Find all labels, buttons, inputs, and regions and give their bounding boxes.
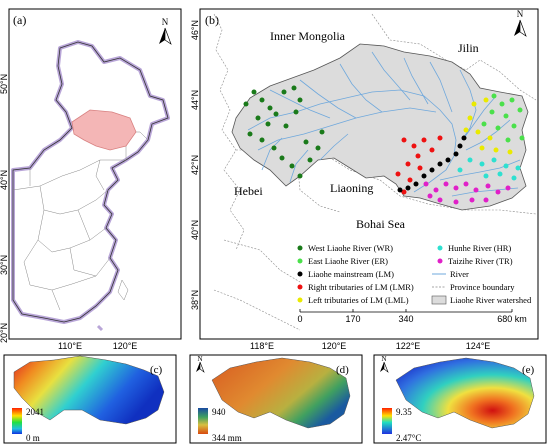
place-inner-mongolia: Inner Mongolia [270, 29, 346, 43]
legend-item: Liaohe mainstream (LM) [297, 269, 394, 279]
panel-a: 50°N 40°N 30°N 20°N 110°E 120°E (a) N [0, 8, 182, 351]
lon-tick: 120°E [322, 341, 347, 351]
legend-label: Hunhe River (HR) [448, 243, 511, 253]
scale-tick: 170 [345, 314, 360, 324]
north-arrow-icon: N [159, 17, 172, 45]
lat-tick: 44°N [190, 90, 200, 110]
lon-tick: 118°E [250, 341, 274, 351]
north-label: N [162, 17, 169, 27]
lat-tick: 40°N [0, 170, 9, 190]
north-arrow-icon: N [196, 355, 205, 373]
stations-tr [423, 181, 511, 205]
taiwan-island [117, 279, 129, 301]
stations [243, 85, 525, 205]
legend-item: Left tributaries of LM (LML) [297, 295, 409, 305]
lat-tick: 42°N [190, 155, 200, 175]
lat-tick: 50°N [0, 74, 9, 94]
colorbar-max: 940 [212, 407, 226, 417]
panel-a-label: (a) [13, 13, 26, 27]
colorbar-max: 9.35 [396, 407, 412, 417]
watershed-highlight [71, 109, 137, 151]
elevation-colorbar [12, 408, 22, 434]
legend-item: Taizihe River (TR) [437, 256, 513, 266]
lat-tick: 40°N [190, 220, 200, 240]
legend-label: Province boundary [450, 282, 515, 292]
scale-bar: 0 170 340 680 km [297, 309, 527, 324]
panel-e: N 9.35 2.47°C (e) [373, 354, 547, 444]
legend-item: Liaohe River watershed [431, 295, 532, 305]
north-arrow-icon: N [514, 9, 527, 37]
stations-lmr [395, 135, 443, 195]
stations-wr [243, 85, 325, 179]
colorbar-min: 0 m [26, 433, 40, 443]
legend-item: East Liaohe River (ER) [297, 256, 388, 266]
hainan-island [96, 324, 104, 332]
north-label: N [197, 355, 202, 363]
legend: West Liaohe River (WR) Hunhe River (HR) … [297, 243, 532, 305]
precipitation-colorbar [198, 408, 208, 434]
north-label: N [381, 355, 386, 363]
lon-tick: 124°E [466, 341, 491, 351]
province-lines [12, 123, 149, 311]
colorbar-min: 2.47°C [396, 433, 421, 443]
legend-label: Liaohe mainstream (LM) [308, 269, 394, 279]
temperature-map [395, 357, 535, 429]
legend-label: Liaohe River watershed [450, 295, 532, 305]
panel-d-label: (d) [336, 364, 349, 376]
lon-tick: 110°E [58, 341, 82, 351]
scale-tick: 340 [398, 314, 413, 324]
panel-c-label: (c) [150, 364, 163, 376]
place-liaoning: Liaoning [330, 181, 373, 195]
stations-hr [457, 157, 521, 181]
lat-tick: 38°N [190, 290, 200, 310]
panel-b: (b) 46°N 44°N 42°N 40°N 38°N 118°E 120°E… [190, 8, 539, 351]
place-jilin: Jilin [458, 41, 479, 55]
north-arrow-icon: N [380, 355, 389, 373]
place-hebei: Hebei [234, 184, 263, 198]
legend-item: West Liaohe River (WR) [297, 243, 393, 253]
panel-a-lon-ticks: 110°E 120°E [58, 341, 137, 351]
precipitation-map [211, 357, 351, 429]
elevation-map [13, 355, 165, 425]
place-bohai-sea: Bohai Sea [356, 217, 406, 231]
legend-label: Taizihe River (TR) [448, 256, 513, 266]
legend-label: River [450, 269, 469, 279]
colorbar-min: 344 mm [212, 433, 242, 443]
legend-item: Hunhe River (HR) [437, 243, 511, 253]
stations-er [481, 93, 525, 143]
scale-tick: 0 [297, 314, 302, 324]
stations-lml [463, 97, 513, 155]
legend-item: River [432, 269, 469, 279]
legend-label: East Liaohe River (ER) [308, 256, 388, 266]
panel-a-frame [8, 8, 182, 340]
lon-tick: 120°E [113, 341, 138, 351]
legend-label: Left tributaries of LM (LML) [308, 295, 409, 305]
north-label: N [517, 9, 524, 19]
panel-b-lon-ticks: 118°E 120°E 122°E 124°E [250, 341, 490, 351]
legend-item: Right tributaries of LM (LMR) [297, 282, 414, 292]
panel-c: 2041 0 m (c) [3, 354, 177, 444]
scale-tick: 680 km [497, 314, 527, 324]
panel-e-label: (e) [522, 364, 535, 376]
legend-label: West Liaohe River (WR) [308, 243, 393, 253]
lon-tick: 122°E [396, 341, 421, 351]
panel-d: N 940 344 mm (d) [189, 354, 363, 444]
lat-tick: 20°N [0, 323, 9, 343]
panel-a-lat-ticks: 50°N 40°N 30°N 20°N [0, 74, 9, 343]
stations-lm [397, 135, 467, 193]
colorbar-max: 2041 [26, 407, 44, 417]
china-border-line [12, 41, 169, 323]
liaohe-watershed [231, 43, 529, 211]
temperature-colorbar [382, 408, 392, 434]
panel-b-label: (b) [205, 13, 219, 27]
lat-tick: 46°N [190, 20, 200, 40]
province-boundaries [213, 13, 537, 331]
legend-label: Right tributaries of LM (LMR) [308, 282, 414, 292]
place-names: Inner Mongolia Jilin Hebei Liaoning Boha… [234, 29, 479, 231]
legend-item: Province boundary [432, 282, 515, 292]
panel-b-lat-ticks: 46°N 44°N 42°N 40°N 38°N [190, 20, 200, 310]
lat-tick: 30°N [0, 255, 9, 275]
